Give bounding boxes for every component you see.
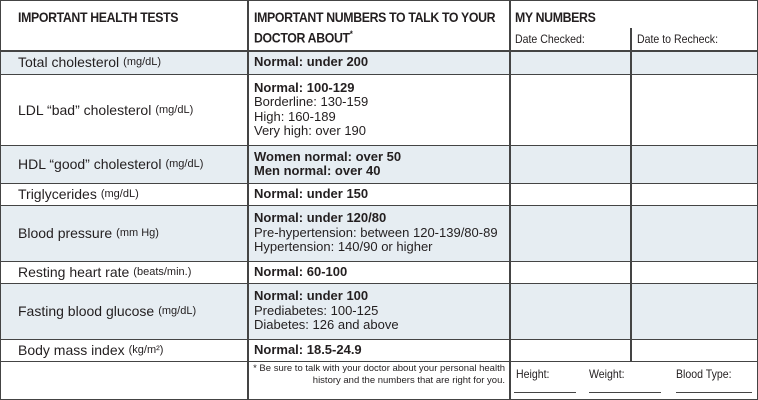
note-marker: *: [349, 29, 353, 39]
row-bg: [0, 74, 758, 145]
row-rule: [0, 261, 758, 262]
test-unit: (mg/dL): [123, 56, 162, 68]
test-cell: HDL “good” cholesterol (mg/dL): [0, 145, 247, 183]
test-cell: Fasting blood glucose (mg/dL): [0, 283, 247, 339]
test-cell: Blood pressure (mm Hg): [0, 205, 247, 261]
numbers-cell: Normal: under 100 Prediabetes: 100-125 Dia…: [247, 283, 509, 339]
normal-range: Normal: under 200: [254, 53, 369, 69]
row-rule: [0, 183, 758, 184]
test-name: Total cholesterol: [18, 54, 120, 70]
normal-range: Normal: 100-129: [254, 79, 355, 95]
row-bg: [0, 283, 758, 339]
vline: [630, 28, 632, 361]
other-range: Diabetes: 126 and above: [254, 317, 399, 333]
other-range: Pre-hypertension: between 120-139/80-89: [254, 224, 498, 240]
vline: [247, 0, 249, 400]
test-cell: LDL “bad” cholesterol (mg/dL): [0, 74, 247, 145]
test-name: HDL “good” cholesterol: [18, 156, 162, 172]
height-label: Height:: [516, 367, 550, 381]
header-tests: IMPORTANT HEALTH TESTS: [18, 9, 179, 25]
normal-range: Men normal: over 40: [254, 163, 381, 178]
normal-range: Normal: 60-100: [254, 263, 348, 279]
test-unit: (mg/dL): [158, 305, 197, 317]
numbers-cell: Normal: under 200: [247, 50, 509, 74]
normal-range: Normal: under 100: [254, 288, 369, 304]
blood-type-label: Blood Type:: [676, 367, 732, 381]
other-range: Borderline: 130-159: [254, 94, 369, 109]
test-cell: Body mass index (kg/m²): [0, 339, 247, 361]
test-name: Fasting blood glucose: [18, 303, 155, 319]
row-rule: [0, 74, 758, 75]
normal-range: Normal: under 120/80: [254, 210, 387, 226]
test-name: Body mass index: [18, 342, 125, 358]
test-unit: (mg/dL): [155, 103, 194, 116]
row-rule: [0, 283, 758, 284]
test-unit: (beats/min.): [133, 266, 192, 278]
numbers-cell: Normal: 18.5-24.9: [247, 339, 509, 361]
other-range: Very high: over 190: [254, 123, 367, 138]
other-range: High: 160-189: [254, 108, 336, 124]
normal-range: Normal: 18.5-24.9: [254, 341, 362, 357]
height-blank: [514, 392, 576, 393]
test-cell: Total cholesterol (mg/dL): [0, 50, 247, 74]
header-my-numbers: MY NUMBERS: [515, 9, 596, 25]
row-rule: [0, 361, 758, 362]
vline: [509, 0, 511, 400]
header-date-checked: Date Checked:: [515, 32, 585, 46]
row-bg: [0, 205, 758, 261]
row-bg: [0, 339, 758, 361]
weight-blank: [589, 392, 661, 393]
header-numbers: IMPORTANT NUMBERS TO TALK TO YOUR DOCTOR…: [254, 9, 509, 47]
header-rule: [0, 51, 758, 52]
test-name: Blood pressure: [18, 225, 113, 241]
test-unit: (mm Hg): [116, 227, 159, 239]
numbers-cell: Normal: under 120/80 Pre-hypertension: be…: [247, 205, 509, 261]
row-rule: [0, 339, 758, 340]
test-unit: (mg/dL): [100, 188, 139, 200]
numbers-cell: Normal: under 150: [247, 183, 509, 205]
test-cell: Resting heart rate (beats/min.): [0, 261, 247, 283]
numbers-cell: Women normal: over 50 Men normal: over 40: [247, 145, 509, 183]
row-rule: [0, 205, 758, 206]
test-name: Resting heart rate: [18, 264, 130, 280]
test-unit: (mg/dL): [165, 158, 204, 170]
row-bg: [0, 183, 758, 205]
numbers-cell: Normal: 100-129 Borderline: 130-159 High: …: [247, 74, 509, 145]
row-bg: [0, 261, 758, 283]
weight-label: Weight:: [589, 367, 625, 381]
other-range: Prediabetes: 100-125: [254, 302, 379, 318]
other-range: Hypertension: 140/90 or higher: [254, 239, 433, 255]
test-unit: (kg/m²): [128, 344, 164, 356]
header-date-recheck: Date to Recheck:: [637, 32, 719, 46]
test-cell: Triglycerides (mg/dL): [0, 183, 247, 205]
test-name: Triglycerides: [18, 186, 97, 202]
row-rule: [0, 145, 758, 146]
normal-range: Normal: under 150: [254, 185, 369, 201]
row-bg: [0, 50, 758, 74]
normal-range: Women normal: over 50: [254, 148, 402, 164]
numbers-cell: Normal: 60-100: [247, 261, 509, 283]
header-rule: [0, 50, 758, 51]
blood-type-blank: [676, 392, 752, 393]
test-name: LDL “bad” cholesterol: [18, 101, 152, 118]
row-bg: [0, 145, 758, 183]
header-numbers-text: IMPORTANT NUMBERS TO TALK TO YOUR DOCTOR…: [254, 9, 496, 46]
footnote: * Be sure to talk with your doctor about…: [253, 363, 505, 386]
